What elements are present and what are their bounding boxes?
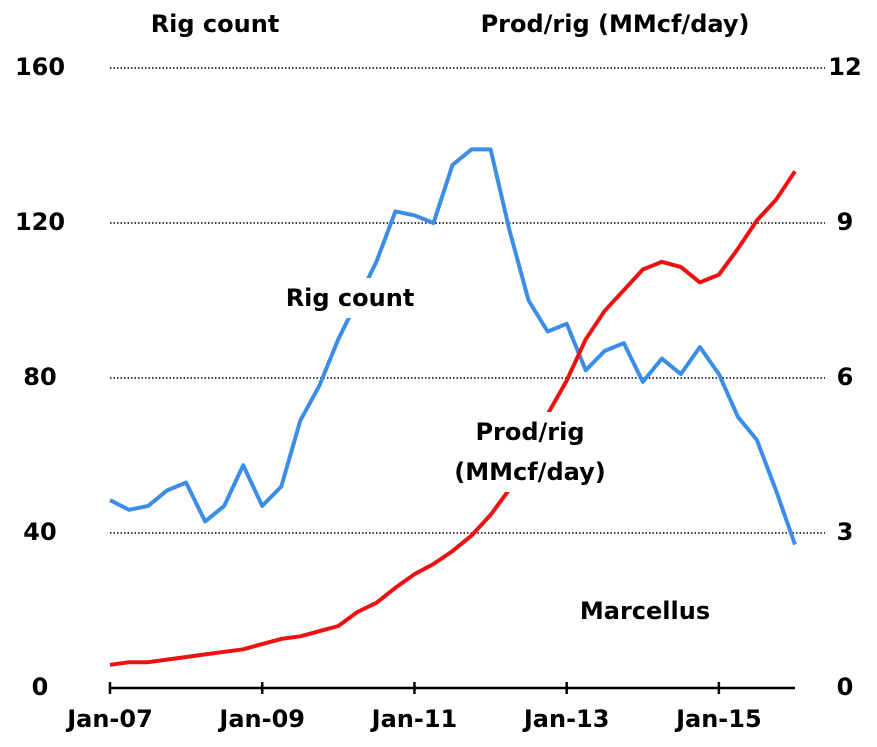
y2-tick-label: 6 <box>837 363 854 391</box>
y-axis-title: Rig count <box>151 10 280 38</box>
series-label: Prod/rig (MMcf/day) <box>435 412 625 492</box>
y-tick-label: 120 <box>15 208 65 236</box>
y-tick-label: 160 <box>15 53 65 81</box>
y2-axis-title: Prod/rig (MMcf/day) <box>481 10 750 38</box>
x-tick-label: Jan-11 <box>370 705 458 733</box>
annotation: Marcellus <box>580 597 710 625</box>
y2-tick-label: 9 <box>837 208 854 236</box>
grid <box>110 67 825 534</box>
y2-tick-label: 12 <box>828 53 861 81</box>
y-tick-label: 40 <box>23 518 56 546</box>
x-tick-label: Jan-15 <box>674 705 762 733</box>
y-tick-label: 0 <box>32 673 49 701</box>
x-tick-label: Jan-13 <box>522 705 610 733</box>
series-label: Rig count <box>270 278 430 318</box>
series-line <box>109 147 797 546</box>
y2-tick-label: 3 <box>837 518 854 546</box>
y2-tick-label: 0 <box>837 673 854 701</box>
y-tick-label: 80 <box>23 363 56 391</box>
series-line <box>109 170 797 667</box>
x-tick-label: Jan-07 <box>65 705 153 733</box>
x-tick-label: Jan-09 <box>217 705 305 733</box>
